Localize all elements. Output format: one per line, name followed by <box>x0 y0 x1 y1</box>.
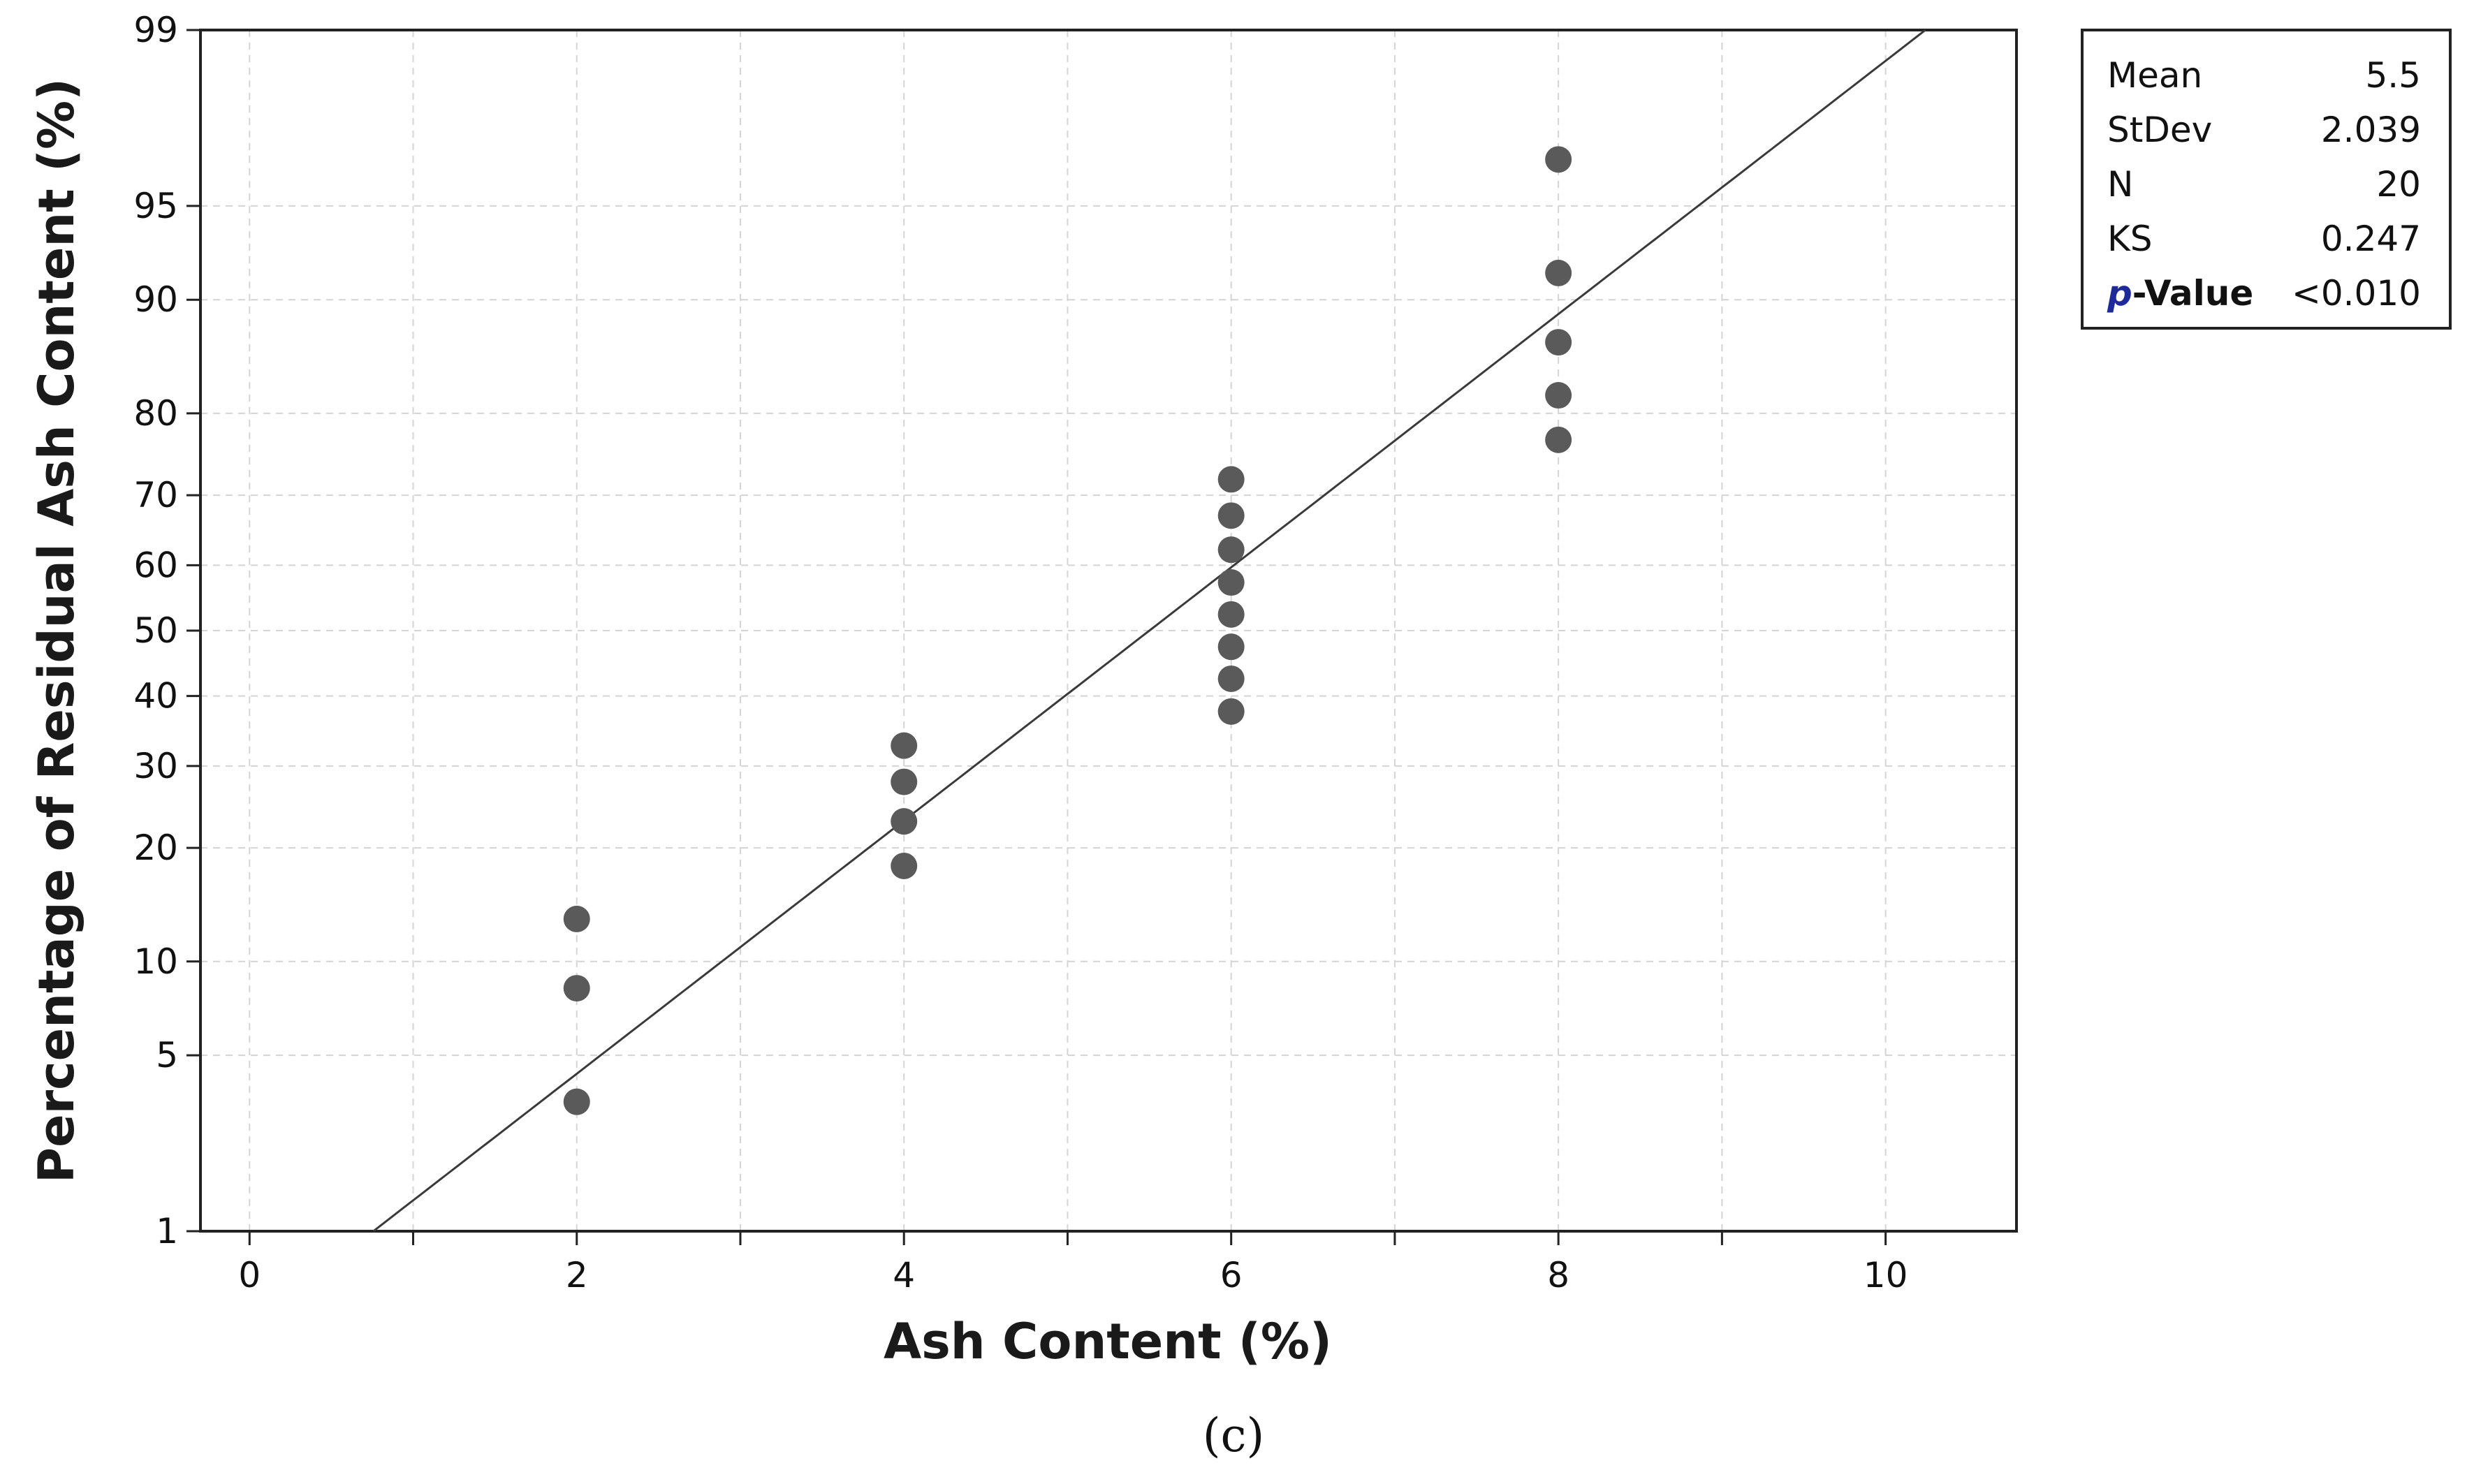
x-tick-label: 4 <box>893 1255 915 1295</box>
data-point <box>891 808 918 835</box>
grid-lines <box>200 29 2016 1232</box>
y-tick-label: 99 <box>133 10 178 50</box>
stat-label: StDev <box>2107 110 2212 150</box>
data-point <box>1217 466 1245 493</box>
x-tick-label: 2 <box>566 1255 588 1295</box>
x-tick-label: 10 <box>1864 1255 1908 1295</box>
y-tick-label: 40 <box>133 676 178 717</box>
stat-value: 0.247 <box>2321 219 2421 259</box>
y-tick-label: 70 <box>133 475 178 515</box>
stat-label-p-value: p-Value <box>2107 273 2253 314</box>
data-point <box>891 852 918 879</box>
data-point <box>1545 426 1572 453</box>
data-points <box>563 146 1572 1115</box>
y-tick-label: 30 <box>133 746 178 786</box>
y-tick-label: 60 <box>133 545 178 585</box>
data-point <box>1217 601 1245 628</box>
y-tick-label: 80 <box>133 393 178 434</box>
y-axis-ticks: 1 5 10 20 30 40 50 60 70 80 90 95 99 <box>133 10 200 1251</box>
data-point <box>891 732 918 759</box>
y-tick-label: 20 <box>133 828 178 868</box>
data-point <box>1217 665 1245 692</box>
y-tick-label: 5 <box>156 1035 178 1075</box>
data-point <box>563 1088 590 1115</box>
y-tick-label: 90 <box>133 279 178 320</box>
data-point <box>1217 536 1245 564</box>
data-point <box>563 905 590 932</box>
data-point <box>1217 698 1245 725</box>
x-axis-title: Ash Content (%) <box>884 1313 1332 1370</box>
y-tick-label: 50 <box>133 610 178 651</box>
data-point <box>1545 259 1572 286</box>
data-point <box>1545 329 1572 356</box>
data-point <box>1217 633 1245 661</box>
stat-value: 5.5 <box>2365 55 2421 96</box>
x-tick-label: 6 <box>1220 1255 1243 1295</box>
stat-value: <0.010 <box>2292 273 2421 314</box>
data-point <box>891 768 918 795</box>
y-tick-label: 10 <box>133 941 178 982</box>
stat-label: N <box>2107 164 2133 205</box>
y-tick-label: 1 <box>156 1211 178 1251</box>
data-point <box>1217 569 1245 596</box>
data-point <box>1217 502 1245 529</box>
x-tick-label: 8 <box>1547 1255 1569 1295</box>
fit-line-group <box>372 29 1926 1233</box>
stat-label: Mean <box>2107 55 2202 96</box>
figure-caption: (c) <box>1203 1409 1264 1462</box>
fit-line <box>372 29 1926 1233</box>
y-axis-title: Percentage of Residual Ash Content (%) <box>28 78 85 1183</box>
x-axis-ticks: 0 2 4 6 8 10 <box>238 1231 1908 1295</box>
stat-value: 20 <box>2376 164 2421 205</box>
x-tick-label: 0 <box>238 1255 261 1295</box>
stat-label: KS <box>2107 219 2153 259</box>
data-point <box>563 975 590 1002</box>
stats-legend: Mean 5.5 StDev 2.039 N 20 KS 0.247 p-Value <0.010 <box>2081 29 2452 330</box>
data-point <box>1545 146 1572 173</box>
data-point <box>1545 382 1572 409</box>
stats-legend-frame <box>2081 29 2452 330</box>
y-tick-label: 95 <box>133 186 178 226</box>
stat-value: 2.039 <box>2321 110 2421 150</box>
